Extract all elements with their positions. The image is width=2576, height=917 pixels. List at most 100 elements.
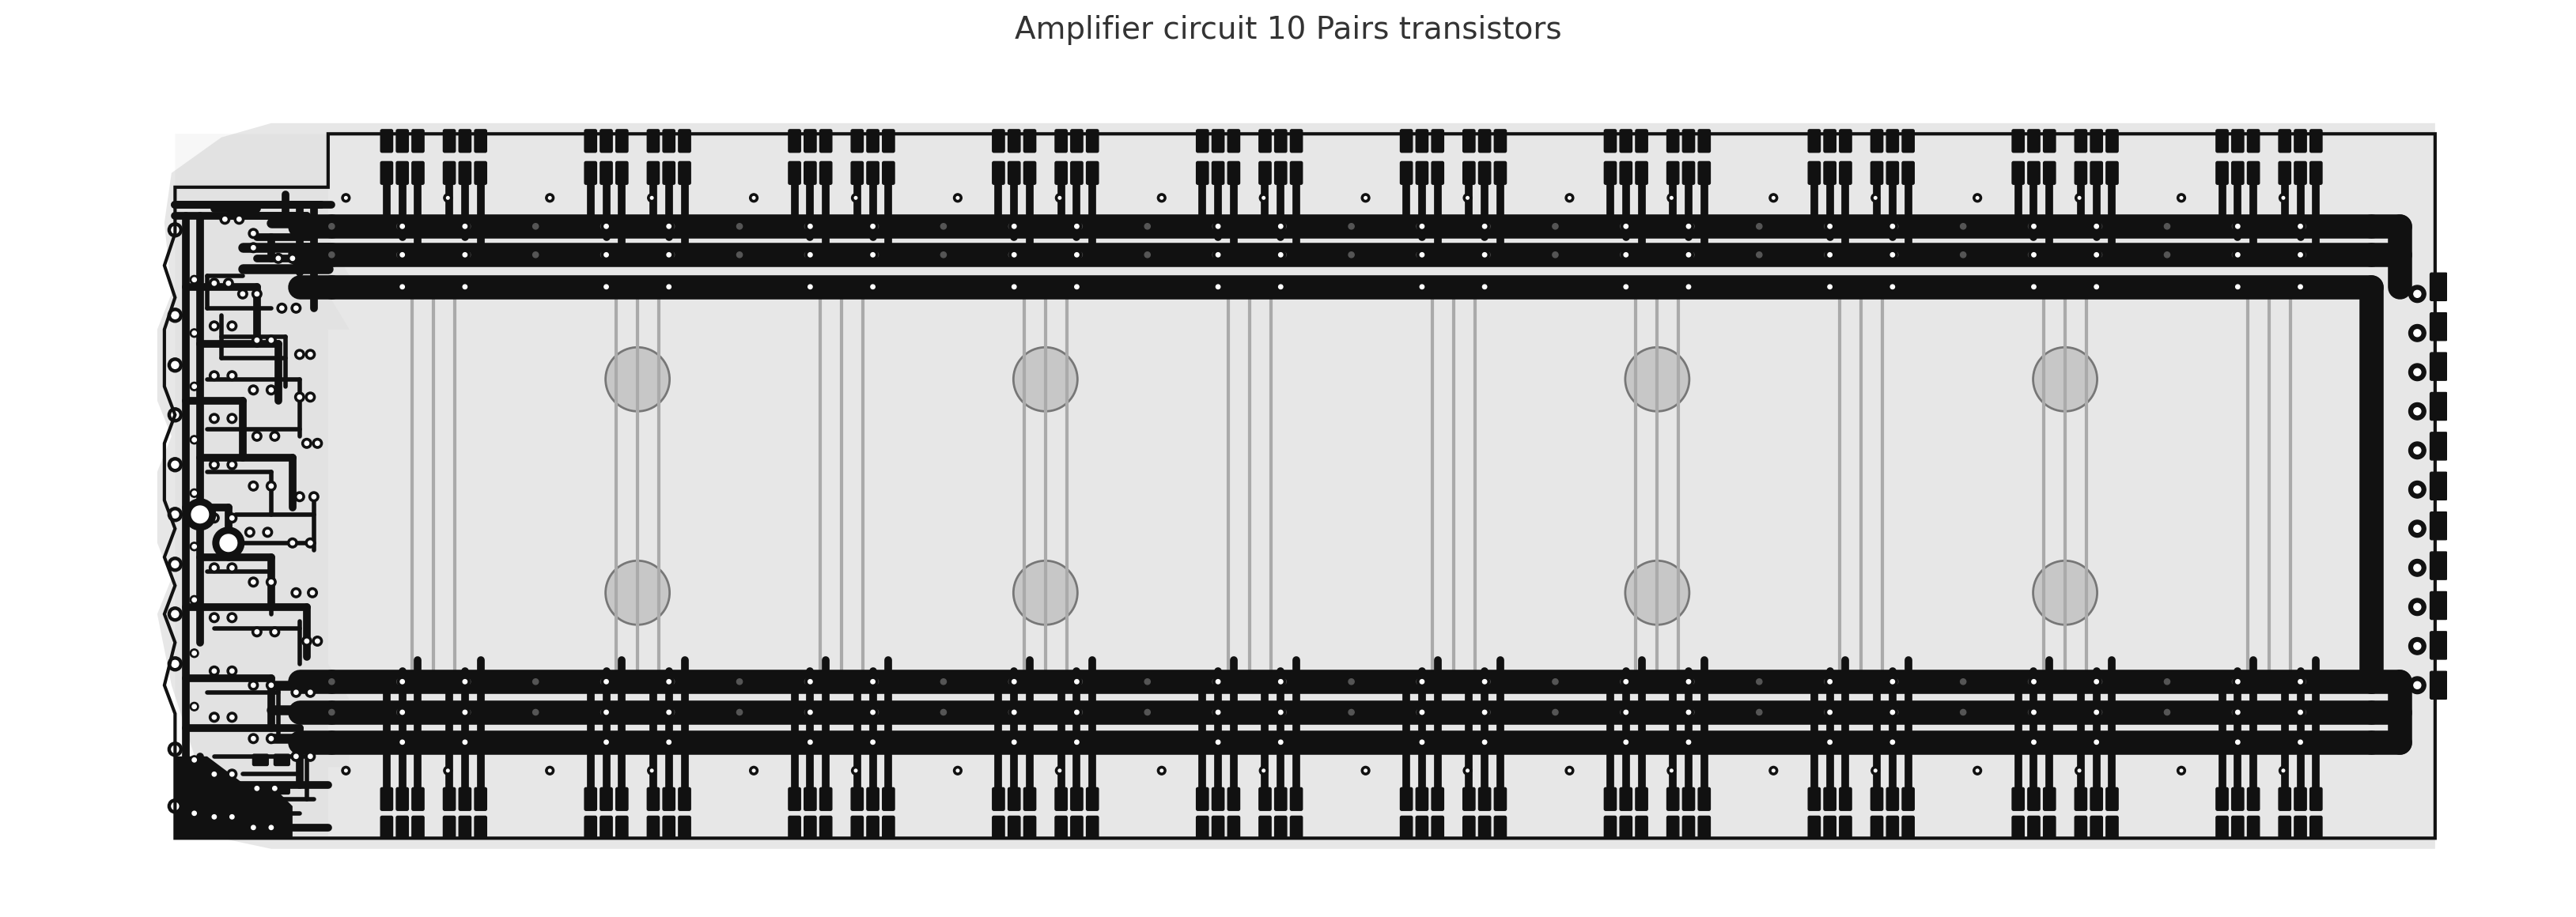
FancyBboxPatch shape [2074,161,2087,184]
Circle shape [1278,224,1283,228]
Circle shape [855,769,858,772]
Circle shape [667,284,670,289]
Circle shape [1275,707,1285,717]
Circle shape [193,545,196,548]
FancyBboxPatch shape [2429,432,2447,460]
Circle shape [309,395,312,399]
Circle shape [265,680,276,691]
FancyBboxPatch shape [2246,129,2259,152]
FancyBboxPatch shape [2429,313,2447,340]
Circle shape [2414,408,2421,414]
Circle shape [2233,252,2239,258]
Circle shape [2264,282,2275,291]
FancyBboxPatch shape [1463,816,1476,839]
FancyBboxPatch shape [1275,129,1288,152]
Circle shape [2164,710,2169,715]
Circle shape [2280,767,2287,775]
Circle shape [1010,282,1020,292]
Circle shape [1041,708,1048,716]
Circle shape [433,253,435,257]
Circle shape [840,740,845,745]
FancyBboxPatch shape [443,129,456,152]
Circle shape [956,769,958,772]
Circle shape [430,708,438,716]
Circle shape [1010,221,1020,231]
Circle shape [252,484,255,488]
FancyBboxPatch shape [1870,816,1883,839]
Circle shape [1484,252,1489,258]
FancyBboxPatch shape [1007,161,1020,184]
Circle shape [873,710,878,715]
Circle shape [2267,224,2272,228]
Circle shape [399,740,404,745]
FancyBboxPatch shape [819,161,832,184]
Circle shape [1857,737,1865,747]
Circle shape [193,598,196,602]
Circle shape [2063,224,2069,228]
FancyBboxPatch shape [1667,161,1680,184]
Circle shape [1620,679,1625,684]
Circle shape [1450,222,1458,230]
Circle shape [291,751,301,761]
FancyBboxPatch shape [1620,816,1633,839]
Circle shape [1479,249,1489,260]
Circle shape [209,513,219,523]
FancyBboxPatch shape [1682,161,1695,184]
Circle shape [1260,193,1267,202]
Circle shape [229,668,234,673]
Circle shape [634,250,641,259]
Circle shape [752,769,755,772]
Circle shape [229,462,234,467]
Circle shape [806,707,814,717]
Circle shape [600,679,605,684]
Circle shape [227,459,237,470]
Circle shape [2267,679,2272,684]
Circle shape [634,282,641,292]
Circle shape [309,691,312,694]
Circle shape [1651,249,1662,260]
Circle shape [1244,250,1255,259]
Circle shape [1569,196,1571,199]
FancyBboxPatch shape [2043,788,2056,811]
Circle shape [1870,767,1880,775]
Circle shape [294,492,304,502]
FancyBboxPatch shape [1007,788,1020,811]
Circle shape [397,249,407,260]
FancyBboxPatch shape [1824,129,1837,152]
Circle shape [956,196,958,199]
Circle shape [1888,707,1899,717]
FancyBboxPatch shape [850,161,863,184]
Circle shape [1857,677,1865,687]
Circle shape [549,196,551,199]
Circle shape [1824,252,1829,258]
FancyBboxPatch shape [2311,129,2321,152]
Circle shape [229,715,234,719]
Circle shape [211,814,216,819]
Circle shape [2414,564,2421,571]
Circle shape [191,595,198,604]
FancyBboxPatch shape [1291,816,1303,839]
Circle shape [464,224,471,229]
Circle shape [464,224,466,228]
FancyBboxPatch shape [1213,788,1224,811]
Circle shape [209,713,219,723]
Circle shape [330,710,335,715]
Circle shape [252,825,255,830]
Circle shape [229,566,234,570]
Circle shape [252,246,255,249]
Circle shape [1960,224,1965,229]
Circle shape [307,392,314,402]
Circle shape [294,306,299,310]
Circle shape [247,530,252,535]
FancyBboxPatch shape [412,788,425,811]
FancyBboxPatch shape [1195,816,1208,839]
FancyBboxPatch shape [866,788,878,811]
Circle shape [343,767,350,775]
Circle shape [1623,710,1628,714]
FancyBboxPatch shape [474,161,487,184]
Circle shape [1365,769,1368,772]
Circle shape [1417,679,1422,684]
Circle shape [309,352,312,357]
Circle shape [229,516,234,520]
Circle shape [871,284,876,289]
